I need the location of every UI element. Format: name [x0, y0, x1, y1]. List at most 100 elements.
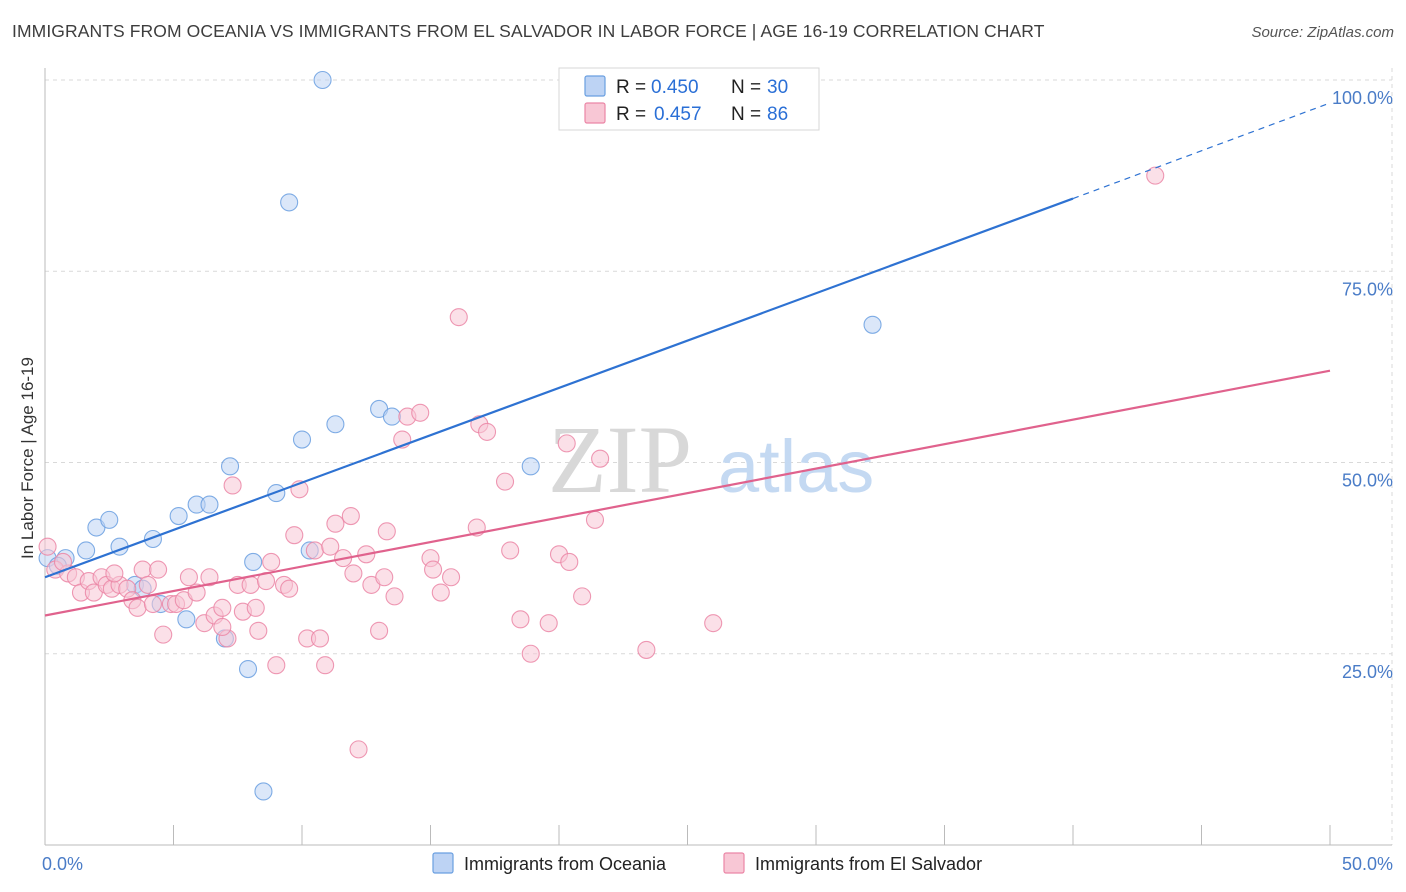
oceania-point-25	[382, 407, 402, 426]
stats-legend: R = 0.450 N = 30 R = 0.457 N = 86	[558, 67, 820, 131]
salvador-point-54	[370, 621, 389, 640]
stats-legend-r-label-salvador: R =	[616, 104, 646, 125]
salvador-point-27	[213, 598, 232, 617]
salvador-point-68	[495, 472, 515, 491]
oceania-point-10	[177, 610, 196, 629]
salvador-point-39	[280, 579, 299, 598]
series-legend-label-salvador: Immigrants from El Salvador	[755, 854, 982, 874]
salvador-point-14	[133, 560, 152, 579]
salvador-point-0	[38, 537, 57, 556]
y-tick-label-1: 50.0%	[1342, 471, 1393, 491]
salvador-point-62	[431, 583, 450, 602]
oceania-point-19	[280, 193, 299, 212]
oceania-point-16	[244, 552, 263, 572]
oceania-point-9	[169, 506, 188, 526]
oceania-point-12	[200, 495, 219, 514]
x-tick-label-1: 50.0%	[1342, 854, 1393, 874]
stats-legend-r-value-oceania: 0.450	[651, 77, 699, 98]
salvador-trend-line	[44, 369, 1331, 617]
salvador-point-81	[1146, 166, 1165, 185]
oceania-point-7	[143, 529, 162, 549]
y-tick-label-0: 25.0%	[1342, 662, 1393, 682]
grid-lines	[45, 68, 1393, 845]
salvador-point-16	[143, 594, 162, 614]
salvador-point-49	[341, 506, 360, 526]
oceania-trend-extension	[1072, 102, 1331, 200]
stats-legend-r-value-salvador: 0.457	[654, 104, 702, 125]
salvador-point-15	[138, 575, 157, 594]
stats-legend-n-value-oceania: 30	[767, 77, 788, 98]
salvador-point-84	[213, 617, 232, 637]
y-tick-label-2: 75.0%	[1342, 279, 1393, 299]
salvador-point-63	[442, 568, 461, 587]
salvador-point-22	[179, 568, 198, 587]
oceania-point-22	[313, 70, 332, 90]
salvador-point-17	[149, 560, 168, 579]
trend-lines	[44, 102, 1331, 617]
salvador-point-29	[223, 476, 242, 495]
y-tick-labels: 25.0% 50.0% 75.0% 100.0%	[1332, 88, 1393, 682]
salvador-point-64	[449, 308, 468, 327]
salvador-point-76	[573, 587, 592, 606]
salvador-point-13	[128, 598, 147, 617]
oceania-point-4	[100, 510, 119, 529]
oceania-point-15	[238, 659, 258, 679]
salvador-point-50	[344, 564, 363, 583]
x-tick-label-0: 0.0%	[42, 854, 83, 874]
salvador-point-85	[424, 560, 443, 579]
oceania-point-17	[254, 782, 273, 801]
series-legend-swatch-salvador	[723, 852, 745, 874]
salvador-point-34	[249, 621, 268, 640]
chart-title: IMMIGRANTS FROM OCEANIA VS IMMIGRANTS FR…	[12, 21, 1045, 41]
salvador-point-18	[154, 625, 173, 644]
watermark-atlas: atlas	[718, 425, 874, 508]
salvador-point-45	[316, 656, 335, 675]
salvador-point-44	[310, 629, 330, 648]
watermark: ZIP atlas	[548, 406, 874, 513]
oceania-point-27	[863, 315, 882, 334]
stats-legend-r-label-oceania: R =	[616, 77, 646, 98]
y-axis-label: In Labor Force | Age 16-19	[18, 357, 37, 559]
salvador-point-57	[385, 587, 404, 606]
oceania-point-23	[326, 415, 345, 434]
source-label: Source: ZipAtlas.com	[1251, 24, 1394, 41]
salvador-point-33	[246, 598, 265, 617]
series-legend-label-oceania: Immigrants from Oceania	[464, 854, 667, 874]
oceania-point-26	[521, 457, 540, 476]
watermark-zip: ZIP	[548, 406, 692, 513]
salvador-point-46	[321, 537, 340, 556]
salvador-point-32	[241, 575, 260, 594]
oceania-point-14	[220, 457, 240, 476]
series-legend-swatch-oceania	[432, 852, 454, 874]
salvador-point-74	[560, 552, 579, 572]
salvador-point-75	[557, 434, 576, 453]
oceania-point-20	[292, 430, 312, 449]
salvador-point-71	[521, 644, 540, 663]
salvador-point-80	[704, 614, 723, 633]
salvador-point-51	[349, 740, 368, 759]
axes	[44, 68, 1392, 846]
salvador-point-67	[477, 422, 497, 441]
salvador-point-47	[326, 514, 345, 533]
salvador-point-43	[305, 541, 324, 560]
series-legend: Immigrants from Oceania Immigrants from …	[432, 852, 982, 874]
salvador-point-56	[377, 522, 396, 541]
salvador-point-69	[501, 541, 520, 560]
stats-legend-n-value-salvador: 86	[767, 104, 788, 125]
stats-legend-swatch-salvador	[584, 102, 606, 124]
salvador-point-55	[375, 568, 394, 587]
salvador-point-25	[200, 568, 219, 587]
x-tick-labels: 0.0% 50.0%	[42, 854, 1393, 874]
salvador-point-77	[585, 510, 605, 529]
salvador-point-70	[511, 610, 530, 629]
salvador-point-83	[105, 564, 124, 583]
salvador-point-40	[285, 526, 304, 545]
stats-legend-swatch-oceania	[584, 75, 606, 97]
salvador-point-36	[262, 552, 281, 572]
salvador-point-37	[267, 656, 286, 675]
oceania-point-2	[77, 541, 96, 560]
stats-legend-n-label-oceania: N =	[731, 77, 761, 98]
oceania-trend-line	[44, 197, 1074, 579]
salvador-point-78	[591, 449, 610, 468]
